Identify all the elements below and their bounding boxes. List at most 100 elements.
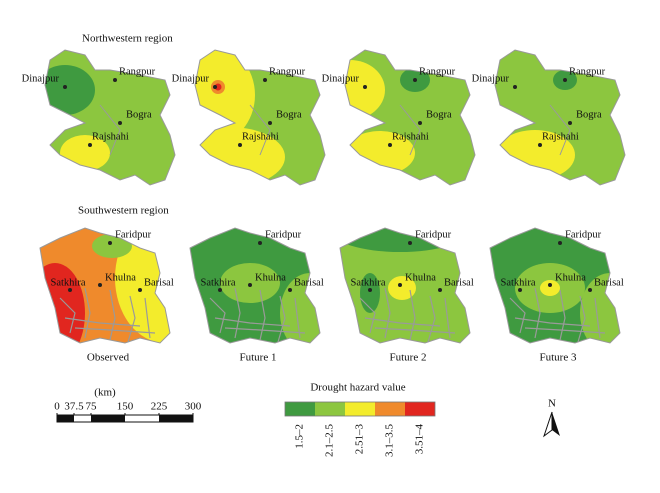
city-label: Bogra [426, 109, 452, 120]
city-marker [108, 241, 112, 245]
map-fill [490, 228, 620, 343]
city-label: Dinajpur [322, 73, 360, 84]
city-label: Faridpur [415, 229, 452, 240]
map-fill [340, 228, 470, 343]
city-label: Dinajpur [472, 73, 510, 84]
city-marker [588, 288, 592, 292]
city-marker [238, 143, 242, 147]
region-title: Southwestern region [78, 205, 169, 217]
legend-label: 3.1–3.5 [384, 424, 396, 458]
city-marker [138, 288, 142, 292]
city-marker [438, 288, 442, 292]
legend-label: 2.1–2.5 [324, 424, 336, 458]
map-outline [494, 49, 626, 186]
city-label: Faridpur [565, 229, 602, 240]
river [359, 297, 376, 334]
city-label: Barisal [594, 277, 624, 288]
scale-unit: (km) [94, 387, 116, 399]
map-outline [489, 227, 621, 344]
legend-label: 2.51–3 [354, 424, 366, 455]
scale-segment [91, 415, 125, 422]
city-marker [538, 143, 542, 147]
city-marker [258, 241, 262, 245]
city-label: Dinajpur [22, 73, 60, 84]
river [559, 289, 566, 341]
city-marker [568, 121, 572, 125]
river [384, 287, 391, 339]
map: Faridpur Khulna Satkhira Barisal [39, 227, 174, 344]
district-border [399, 104, 421, 156]
north-label: N [548, 398, 556, 410]
city-marker [363, 85, 367, 89]
scale-tick-label: 225 [151, 401, 168, 413]
city-marker [63, 85, 67, 89]
city-label: Satkhira [351, 277, 386, 288]
map: Faridpur Khulna Satkhira Barisal [189, 227, 324, 344]
district-border [249, 104, 271, 156]
river [514, 317, 591, 327]
river [64, 317, 141, 327]
city-marker [268, 121, 272, 125]
city-marker [558, 241, 562, 245]
legend-swatch [315, 402, 345, 416]
city-label: Rangpur [119, 66, 156, 77]
city-marker [88, 143, 92, 147]
city-label: Satkhira [51, 277, 86, 288]
north-arrow: N [543, 398, 560, 438]
city-marker [263, 78, 267, 82]
map: Faridpur Khulna Satkhira Barisal [339, 227, 474, 344]
river [534, 287, 541, 339]
city-marker [413, 78, 417, 82]
legend-swatch [405, 402, 435, 416]
hazard-zone [214, 83, 222, 91]
city-label: Rajshahi [392, 131, 429, 142]
hazard-zone [195, 50, 255, 145]
city-label: Rangpur [269, 66, 306, 77]
scale-segment [159, 415, 193, 422]
map-outline [194, 49, 326, 186]
hazard-zone [92, 234, 132, 258]
river [74, 327, 156, 334]
city-marker [113, 78, 117, 82]
legend-title: Drought hazard value [310, 382, 405, 394]
scale-tick-label: 37.5 [64, 401, 84, 413]
city-label: Rajshahi [92, 131, 129, 142]
city-marker [408, 241, 412, 245]
city-label: Rangpur [569, 66, 606, 77]
city-marker [248, 283, 252, 287]
river [374, 327, 456, 334]
city-label: Barisal [294, 277, 324, 288]
river [277, 295, 286, 343]
city-marker [118, 121, 122, 125]
city-marker [398, 283, 402, 287]
panel-label: Observed [87, 352, 130, 364]
map-outline [39, 227, 171, 344]
map-outline [189, 227, 321, 344]
city-label: Satkhira [201, 277, 236, 288]
river [509, 297, 526, 334]
map: Dinajpur Rangpur Bogra Rajshahi [322, 49, 476, 186]
map: Dinajpur Rangpur Bogra Rajshahi [472, 49, 626, 186]
legend-label: 1.5–2 [294, 424, 306, 449]
river [234, 287, 241, 339]
city-marker [288, 288, 292, 292]
city-marker [68, 288, 72, 292]
city-label: Faridpur [115, 229, 152, 240]
city-marker [213, 85, 217, 89]
legend-swatch [345, 402, 375, 416]
scale-segment [57, 415, 74, 422]
city-label: Barisal [144, 277, 174, 288]
river [109, 289, 116, 341]
scale-tick-label: 300 [185, 401, 202, 413]
map-outline [339, 227, 471, 344]
region-title: Northwestern region [82, 33, 173, 45]
city-label: Faridpur [265, 229, 302, 240]
scale-tick-label: 150 [117, 401, 134, 413]
river [577, 295, 586, 343]
hazard-zone [580, 273, 620, 343]
panel-label: Future 3 [540, 352, 577, 364]
map-fill [495, 50, 625, 185]
city-label: Dinajpur [172, 73, 210, 84]
river [209, 297, 226, 334]
